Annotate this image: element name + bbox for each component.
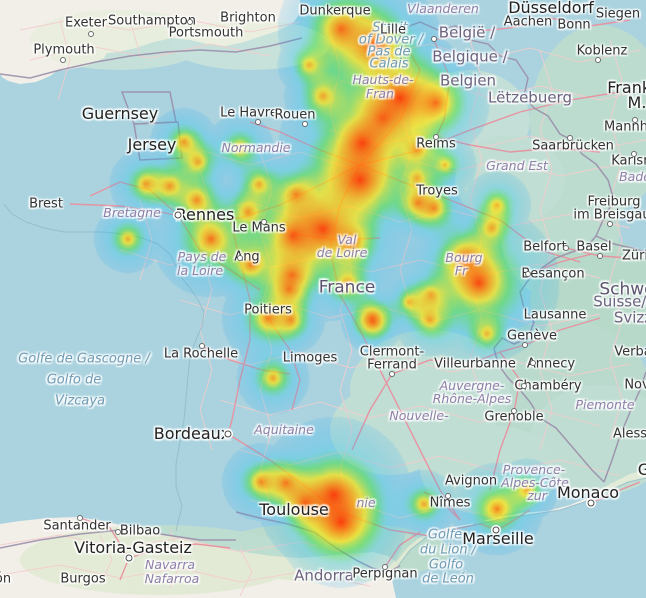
basemap-layer	[0, 0, 646, 598]
map-canvas[interactable]: Strait of Dover / Pas de Calais Vlaanderen Be…	[0, 0, 646, 598]
